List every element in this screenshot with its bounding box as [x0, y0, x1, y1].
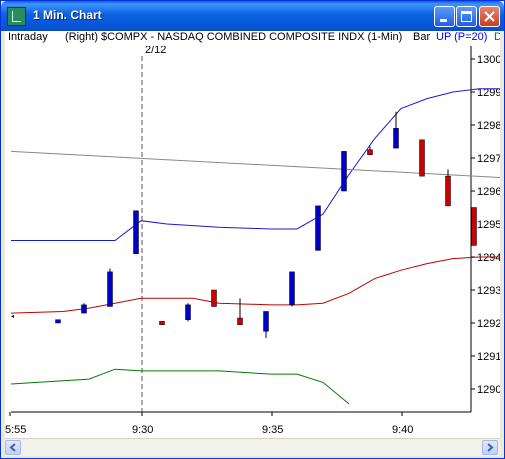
- scroll-left-button[interactable]: [5, 440, 21, 455]
- series-line-1: [10, 256, 505, 314]
- arrow-right-icon: [487, 443, 494, 452]
- up-candle: [81, 304, 87, 314]
- up-candle: [185, 304, 191, 320]
- chart-style-label: Bar: [413, 31, 431, 43]
- series-line-0: [11, 88, 505, 241]
- scroll-right-button[interactable]: [482, 440, 498, 455]
- up-candle: [289, 271, 295, 306]
- chart-info-bar: Intraday (Right) $COMPX - NASDAQ COMBINE…: [5, 31, 500, 46]
- date-marker-label: 2/12: [145, 46, 166, 56]
- indicator-label: UP (P=20): [436, 31, 488, 43]
- minimize-icon: [440, 19, 447, 22]
- window-title: 1 Min. Chart: [33, 8, 102, 22]
- horizontal-scrollbar[interactable]: [5, 438, 500, 456]
- series-line-3: [10, 150, 505, 179]
- axis-side-label: (Right): [65, 31, 99, 43]
- indicator-label-cut: D: [494, 31, 500, 43]
- down-candle: [471, 207, 477, 246]
- down-candle: [419, 139, 425, 177]
- down-candle: [367, 149, 373, 155]
- y-tick-label: 1290: [477, 384, 500, 396]
- chart-canvas[interactable]: 1300 1299 1298 1297 1296 1295 1294 1293 1292 1291…: [5, 44, 505, 438]
- y-tick-label: 1296: [477, 186, 500, 198]
- y-tick-label: 1293: [477, 285, 500, 297]
- y-tick-label: 1291: [477, 351, 500, 363]
- y-tick-label: 1300: [477, 54, 500, 66]
- up-candle: [133, 210, 139, 254]
- close-icon: [484, 11, 495, 22]
- last-value-marker: [11, 314, 14, 318]
- y-tick-label: 1299: [477, 87, 500, 99]
- close-button[interactable]: [479, 6, 500, 27]
- up-candle: [341, 151, 347, 192]
- maximize-button[interactable]: [456, 6, 477, 27]
- down-candle: [159, 321, 165, 325]
- price-chart[interactable]: 1300 1299 1298 1297 1296 1295 1294 1293 1292 1291…: [5, 44, 505, 438]
- y-tick-label: 1292: [477, 318, 500, 330]
- x-tick-label: 5:55: [5, 424, 26, 436]
- up-candle: [315, 205, 321, 251]
- y-tick-label: 1295: [477, 219, 500, 231]
- series-line-2: [10, 368, 350, 405]
- up-candle: [107, 271, 113, 307]
- mode-label: Intraday: [8, 31, 48, 43]
- up-candle: [393, 128, 399, 149]
- x-tick-label: 9:30: [132, 424, 153, 436]
- y-tick-label: 1294: [477, 252, 500, 264]
- x-tick-label: 9:35: [262, 424, 283, 436]
- up-candle: [263, 311, 269, 332]
- symbol-label: $COMPX - NASDAQ COMBINED COMPOSITE INDX …: [101, 31, 403, 43]
- minimize-button[interactable]: [434, 6, 455, 27]
- maximize-icon: [461, 11, 472, 22]
- y-tick-label: 1298: [477, 120, 500, 132]
- down-candle: [211, 289, 217, 307]
- chart-app-icon[interactable]: [7, 7, 26, 26]
- y-tick-label: 1297: [477, 153, 500, 165]
- up-candle: [55, 319, 61, 324]
- x-tick-label: 9:40: [392, 424, 413, 436]
- title-bar[interactable]: 1 Min. Chart: [1, 1, 504, 31]
- arrow-left-icon: [9, 443, 16, 452]
- down-candle: [445, 175, 451, 207]
- down-candle: [237, 317, 243, 325]
